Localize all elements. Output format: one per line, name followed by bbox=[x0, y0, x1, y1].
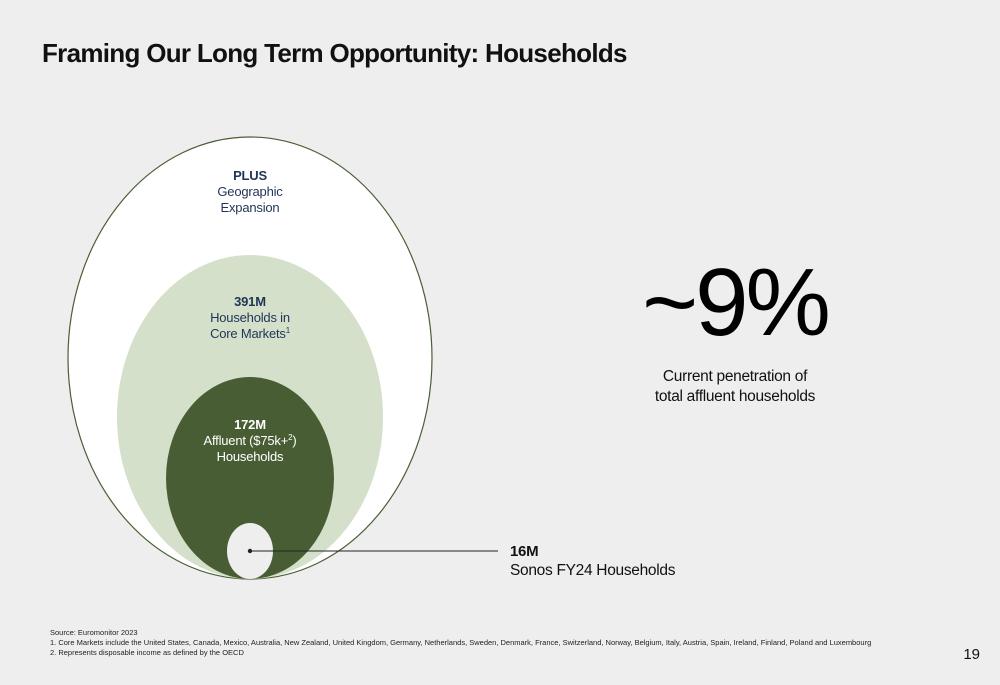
sonos-households-label: Sonos FY24 Households bbox=[510, 562, 676, 579]
core-markets-footnote-ref: 1 bbox=[285, 326, 290, 335]
affluent-households-ellipse bbox=[166, 377, 334, 579]
households-text: Households bbox=[216, 449, 284, 464]
caption-line-2: total affluent households bbox=[654, 388, 816, 405]
affluent-value: 172M bbox=[234, 417, 266, 432]
core-markets-label: 391M Households in Core Markets1 bbox=[180, 294, 320, 342]
affluent-text: Affluent ($75k+ bbox=[203, 433, 289, 448]
footnotes: Source: Euromonitor 2023 1. Core Markets… bbox=[50, 628, 871, 658]
affluent-households-label: 172M Affluent ($75k+2) Households bbox=[180, 417, 320, 465]
source-note: Source: Euromonitor 2023 bbox=[50, 628, 138, 637]
affluent-footnote-ref: 2 bbox=[288, 433, 293, 442]
slide-title: Framing Our Long Term Opportunity: House… bbox=[42, 38, 627, 68]
core-markets-text-line: Core Markets1 bbox=[180, 326, 320, 342]
core-markets-text: Core Markets bbox=[210, 326, 286, 341]
expansion-text: Expansion bbox=[220, 200, 280, 215]
penetration-stat: ~9% bbox=[642, 249, 831, 356]
affluent-text-line: Affluent ($75k+2) bbox=[180, 433, 320, 449]
households-in-text: Households in bbox=[210, 310, 290, 325]
caption-line-1: Current penetration of bbox=[662, 368, 808, 385]
penetration-caption: Current penetration of total affluent ho… bbox=[610, 367, 860, 407]
plus-text: PLUS bbox=[233, 168, 267, 183]
callout-leader-dot bbox=[247, 548, 253, 554]
footnote-1: 1. Core Markets include the United State… bbox=[50, 638, 872, 647]
footnote-2: 2. Represents disposable income as defin… bbox=[50, 648, 244, 657]
sonos-households-callout: 16M Sonos FY24 Households bbox=[510, 542, 675, 581]
affluent-text-close: ) bbox=[292, 433, 297, 448]
sonos-households-value: 16M bbox=[510, 543, 539, 560]
geographic-expansion-label: PLUS Geographic Expansion bbox=[180, 168, 320, 216]
page-number: 19 bbox=[963, 646, 980, 663]
geographic-text: Geographic bbox=[217, 184, 283, 199]
core-markets-value: 391M bbox=[234, 294, 266, 309]
